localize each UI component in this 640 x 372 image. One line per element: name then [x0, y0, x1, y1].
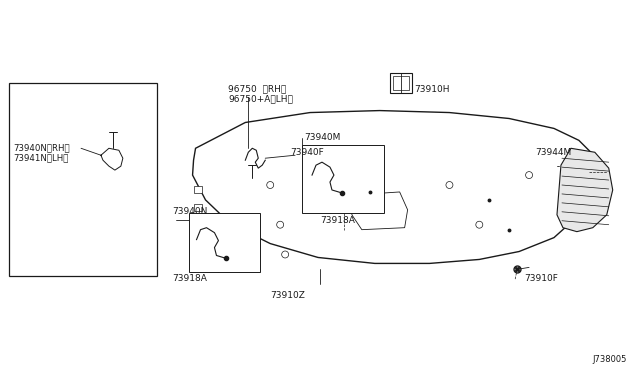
Text: 73941N〈LH〉: 73941N〈LH〉	[13, 153, 68, 162]
Bar	[302, 145, 384, 213]
Text: 73910H: 73910H	[415, 85, 450, 94]
Text: 73940M: 73940M	[304, 134, 340, 142]
Polygon shape	[557, 148, 612, 232]
Bar	[193, 186, 202, 193]
Text: 73940F: 73940F	[290, 148, 324, 157]
Bar	[193, 204, 202, 211]
Bar	[232, 227, 238, 232]
Text: 96750+A〈LH〉: 96750+A〈LH〉	[228, 95, 293, 104]
Text: 96750  〈RH〉: 96750 〈RH〉	[228, 85, 287, 94]
Bar	[390, 73, 412, 93]
Bar	[239, 254, 245, 260]
Bar	[193, 222, 202, 229]
Bar	[236, 241, 241, 247]
Text: 73944M: 73944M	[535, 148, 572, 157]
Text: 73918A: 73918A	[320, 216, 355, 225]
Text: 73940N: 73940N	[173, 207, 208, 216]
Text: J738005: J738005	[592, 355, 627, 364]
Text: 73940N〈RH〉: 73940N〈RH〉	[13, 143, 70, 152]
Bar	[393, 76, 408, 90]
Text: 73910Z: 73910Z	[270, 291, 305, 300]
Bar	[189, 213, 260, 272]
Text: 73918A: 73918A	[173, 274, 207, 283]
Bar	[10, 83, 157, 276]
Text: 73910F: 73910F	[524, 274, 558, 283]
